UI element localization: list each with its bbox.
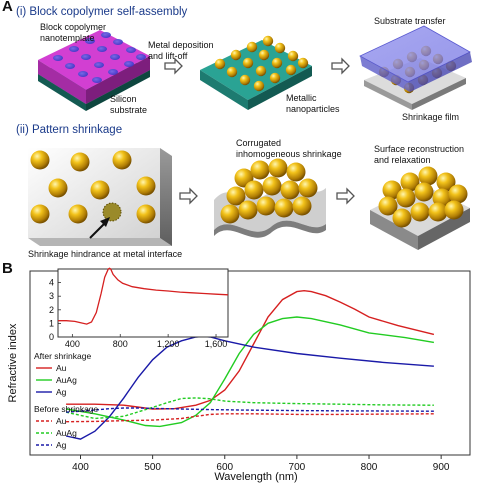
- inset-y-tick-label: 0: [49, 332, 54, 342]
- legend-label: AuAg: [56, 375, 77, 385]
- inset-y-tick-label: 2: [49, 305, 54, 315]
- main-x-tick-label: 700: [289, 462, 306, 473]
- reconstructed-surface: [370, 166, 470, 250]
- legend-label: Ag: [56, 387, 67, 397]
- inset-y-tick-label: 1: [49, 318, 54, 328]
- arrow-right-icon: [336, 187, 355, 205]
- nanotemplate-block: [38, 30, 150, 111]
- refractive-index-chart: 400 500 600 700 800 900 Wavelength (nm) Refra…: [7, 267, 471, 483]
- inset-series-line: [58, 267, 229, 325]
- label-shrinkage-film: Shrinkage film: [402, 112, 460, 122]
- main-x-tick-label: 400: [72, 462, 89, 473]
- main-y-axis-label: Refractive index: [7, 323, 19, 402]
- main-x-tick-label: 800: [361, 462, 378, 473]
- series-line-before-au: [66, 413, 434, 423]
- inset-y-tick-label: 3: [49, 291, 54, 301]
- legend-label: AuAg: [56, 428, 77, 438]
- main-x-tick-label: 900: [433, 462, 450, 473]
- process-illustration: [28, 25, 472, 250]
- inset-ticks: 400 800 1,200 1,600 0 1 2 3 4: [49, 278, 227, 349]
- inset-x-tick-label: 400: [65, 339, 80, 349]
- label-surface-reconstruction: Surface reconstruction and relaxation: [374, 144, 465, 165]
- corrugated-film: [214, 158, 326, 238]
- series-line-after-au: [66, 289, 435, 410]
- inset-y-tick-label: 4: [49, 278, 54, 288]
- series-line-before-auag: [65, 397, 434, 420]
- series-line-before-ag: [66, 407, 434, 413]
- legend-label: Au: [56, 416, 67, 426]
- inset-series-line: [58, 267, 229, 325]
- legend-before-header: Before shrinkage: [34, 404, 99, 414]
- arrow-right-icon: [179, 187, 198, 205]
- arrow-right-icon: [331, 57, 350, 75]
- label-corrugated: Corrugated inhomogeneous shrinkage: [236, 138, 342, 159]
- closeup-surface: [28, 148, 172, 246]
- main-x-tick-label: 600: [216, 462, 233, 473]
- inset-x-tick-label: 1,200: [157, 339, 180, 349]
- inset-x-tick-label: 800: [113, 339, 128, 349]
- label-silicon: Silicon substrate: [110, 94, 148, 115]
- label-template: Block copolymer nanotemplate: [40, 22, 107, 43]
- nanoparticle-substrate: [200, 35, 312, 110]
- main-x-ticks: 400 500 600 700 800 900: [72, 455, 450, 473]
- series-line-after-auag: [65, 316, 435, 428]
- label-shrinkage-hindrance: Shrinkage hindrance at metal interface: [28, 249, 183, 259]
- substrate-transfer-assembly: [359, 25, 472, 110]
- series-line-after-ag: [65, 335, 434, 440]
- main-x-axis-label: Wavelength (nm): [214, 471, 297, 483]
- legend-label: Ag: [56, 440, 67, 450]
- label-metallic-nanoparticles: Metallic nanoparticles: [286, 93, 340, 114]
- legend-after-header: After shrinkage: [34, 351, 91, 361]
- inset-frame: [57, 268, 229, 338]
- label-metal-deposition: Metal deposition and lift-off: [148, 40, 214, 61]
- step1-title: (i) Block copolymer self-assembly: [16, 6, 188, 18]
- legend: After shrinkage Before shrinkage AuAuAgA…: [34, 351, 99, 450]
- arrow-right-icon: [164, 57, 183, 75]
- main-series-lines: [65, 289, 435, 440]
- step2-title: (ii) Pattern shrinkage: [16, 124, 123, 136]
- legend-label: Au: [56, 363, 67, 373]
- panel-a-letter: A: [2, 0, 13, 15]
- panel-b-letter: B: [2, 260, 13, 277]
- main-x-tick-label: 500: [144, 462, 161, 473]
- label-substrate-transfer: Substrate transfer: [374, 16, 446, 26]
- main-plot-frame: [29, 270, 471, 456]
- inset-x-tick-label: 1,600: [205, 339, 228, 349]
